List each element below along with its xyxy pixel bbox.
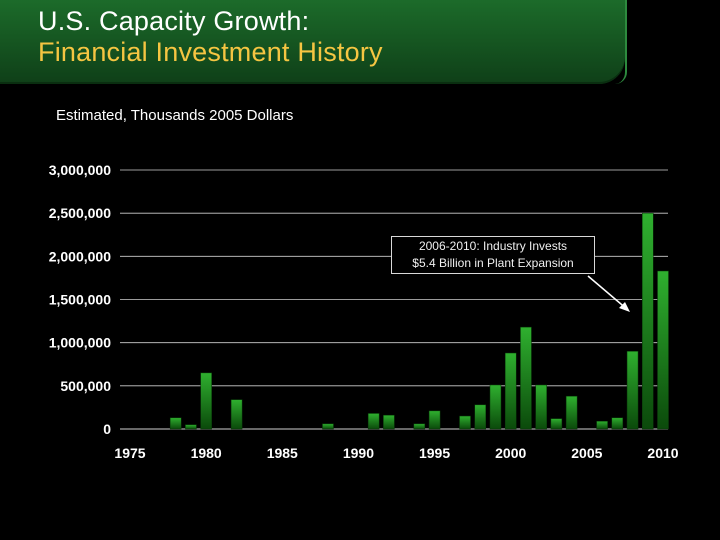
y-axis-tick-labels: 0 500,000 1,000,000 1,500,000 2,000,000 2,500…	[49, 162, 112, 437]
y-tick-label: 3,000,000	[49, 162, 111, 178]
chart-subtitle: Estimated, Thousands 2005 Dollars	[56, 107, 294, 124]
x-tick-label: 2000	[495, 445, 526, 461]
callout-line-2: $5.4 Billion in Plant Expansion	[412, 256, 574, 270]
x-axis-tick-labels: 1975 1980 1985 1990 1995 2000 2005 2010	[114, 445, 678, 461]
bar-2009	[642, 212, 654, 430]
x-tick-label: 1985	[267, 445, 298, 461]
bar-1979	[185, 424, 197, 430]
bar-2004	[565, 395, 578, 430]
bar-2006	[596, 420, 608, 430]
bar-1995	[428, 410, 441, 430]
bar-1992	[383, 414, 395, 430]
y-tick-label: 2,500,000	[49, 205, 111, 221]
bar-2000	[504, 352, 517, 430]
x-tick-label: 2010	[647, 445, 678, 461]
x-tick-label: 1980	[191, 445, 222, 461]
x-tick-label: 1975	[114, 445, 145, 461]
y-tick-label: 2,000,000	[49, 248, 111, 264]
bar-2008	[626, 351, 639, 430]
y-tick-label: 0	[103, 421, 111, 437]
bar-1980	[200, 372, 212, 430]
bar-2002	[535, 384, 547, 430]
bar-1991	[367, 413, 380, 430]
x-tick-label: 1995	[419, 445, 450, 461]
callout-arrow	[587, 275, 630, 312]
x-tick-label: 1990	[343, 445, 374, 461]
x-tick-label: 2005	[571, 445, 602, 461]
y-tick-label: 500,000	[60, 378, 111, 394]
callout-line-1: 2006-2010: Industry Invests	[418, 239, 568, 253]
bar-2003	[550, 418, 563, 430]
bar-2001	[520, 326, 532, 430]
bar-1997	[459, 415, 471, 430]
bar-1982	[230, 399, 243, 430]
title-line-2: Financial Investment History	[38, 37, 383, 67]
title-banner	[0, 0, 627, 84]
bar-1978	[169, 417, 182, 430]
y-tick-label: 1,000,000	[49, 335, 111, 351]
bar-1999	[489, 384, 502, 430]
y-tick-label: 1,500,000	[49, 292, 111, 308]
bar-1994	[413, 423, 426, 430]
bar-1988	[322, 423, 334, 430]
bars	[169, 212, 669, 430]
bar-1998	[474, 404, 487, 430]
title-line-1: U.S. Capacity Growth:	[38, 6, 310, 36]
bar-2010	[657, 270, 669, 430]
bar-2007	[611, 417, 624, 430]
callout-box: 2006-2010: Industry Invests $5.4 Billion…	[391, 236, 595, 274]
